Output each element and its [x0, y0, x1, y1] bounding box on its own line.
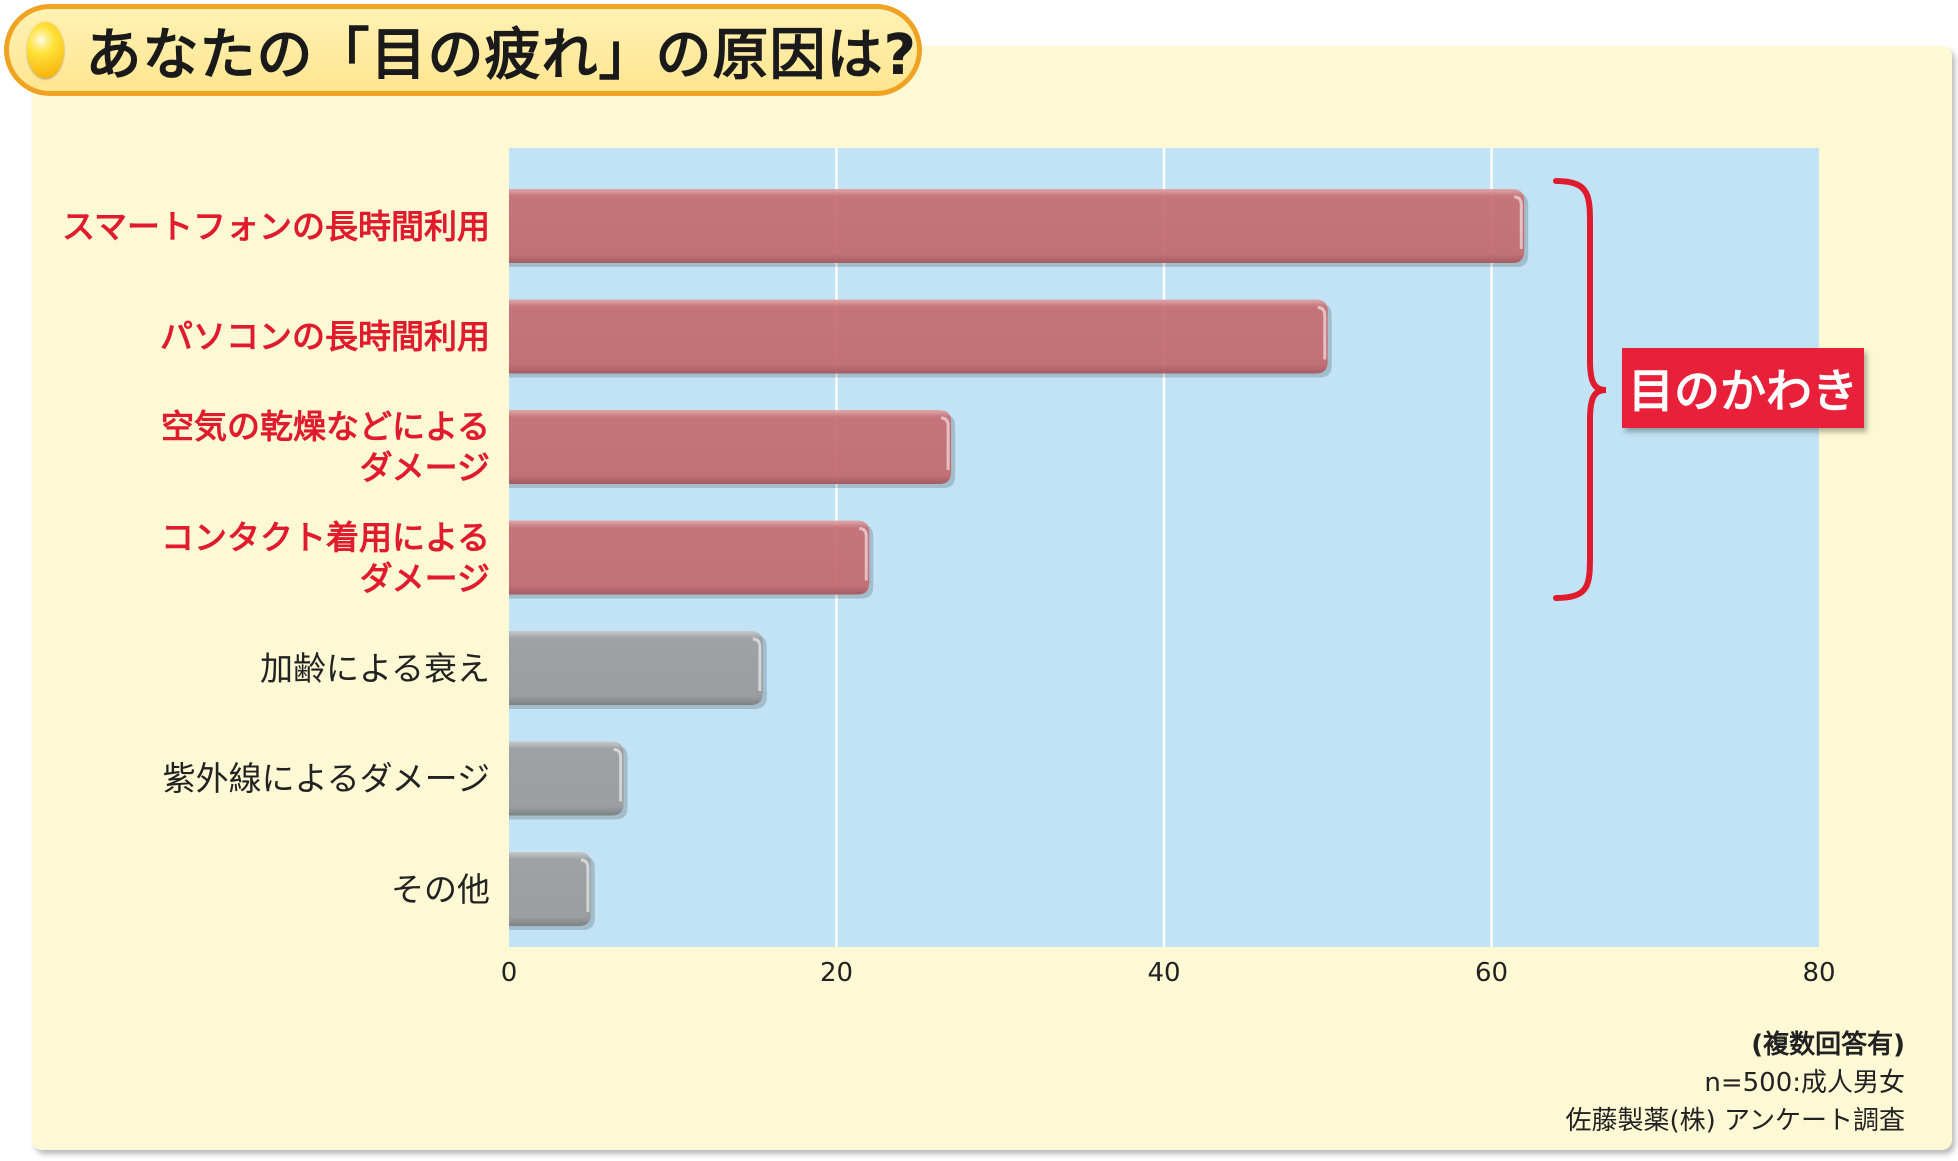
category-label: コンタクト着用による ダメージ: [161, 517, 490, 599]
bar-4: [509, 631, 763, 705]
bar-bevel: [752, 637, 762, 691]
x-tick-label: 80: [1802, 958, 1835, 988]
category-label-line: 加齢による衰え: [259, 648, 490, 688]
note-sample-size: n=500:成人男女: [1704, 1068, 1905, 1098]
bar-bevel: [1317, 306, 1327, 360]
x-tick-label: 20: [820, 958, 853, 988]
x-tick-label: 40: [1147, 958, 1180, 988]
note-multiple-answers: (複数回答有): [1751, 1030, 1905, 1060]
bullet-dot-icon: [27, 22, 64, 78]
x-tick-label: 0: [501, 958, 518, 988]
bar-bevel: [580, 858, 590, 912]
category-label-line: ダメージ: [359, 448, 490, 487]
category-label-line: ダメージ: [359, 558, 490, 598]
category-label: 空気の乾燥などによる ダメージ: [161, 406, 490, 488]
bar-2: [509, 410, 952, 484]
category-label-line: 空気の乾燥などによる: [160, 407, 490, 446]
bar-0: [509, 189, 1525, 263]
category-label-line: スマートフォンの長時間利用: [61, 206, 490, 246]
category-label-line: コンタクト着用による: [160, 517, 490, 557]
category-label-line: その他: [391, 869, 490, 909]
category-label: 加齢による衰え: [260, 648, 490, 689]
category-label-line: パソコンの長時間利用: [160, 317, 490, 356]
bar-bevel: [1514, 195, 1523, 249]
bar-bevel: [859, 527, 868, 581]
category-label-line: 紫外線によるダメージ: [162, 759, 490, 798]
bar-5: [509, 741, 624, 816]
bar-bevel: [613, 748, 623, 802]
chart-title: あなたの「目の疲れ」の原因は?: [85, 22, 917, 88]
callout-dry-eyes: 目のかわき: [1622, 348, 1864, 428]
note-source: 佐藤製薬(株) アンケート調査: [1565, 1106, 1905, 1136]
bar-6: [509, 852, 591, 926]
x-tick-label: 60: [1475, 958, 1508, 988]
title-tab: あなたの「目の疲れ」の原因は?: [4, 4, 922, 96]
category-label: パソコンの長時間利用: [160, 316, 490, 357]
bar-bevel: [941, 416, 950, 470]
category-label: スマートフォンの長時間利用: [62, 206, 490, 247]
category-label: その他: [391, 869, 490, 910]
category-label: 紫外線によるダメージ: [163, 758, 490, 799]
bar-3: [509, 520, 870, 595]
group-brace: [1553, 178, 1607, 601]
bar-1: [509, 299, 1328, 374]
